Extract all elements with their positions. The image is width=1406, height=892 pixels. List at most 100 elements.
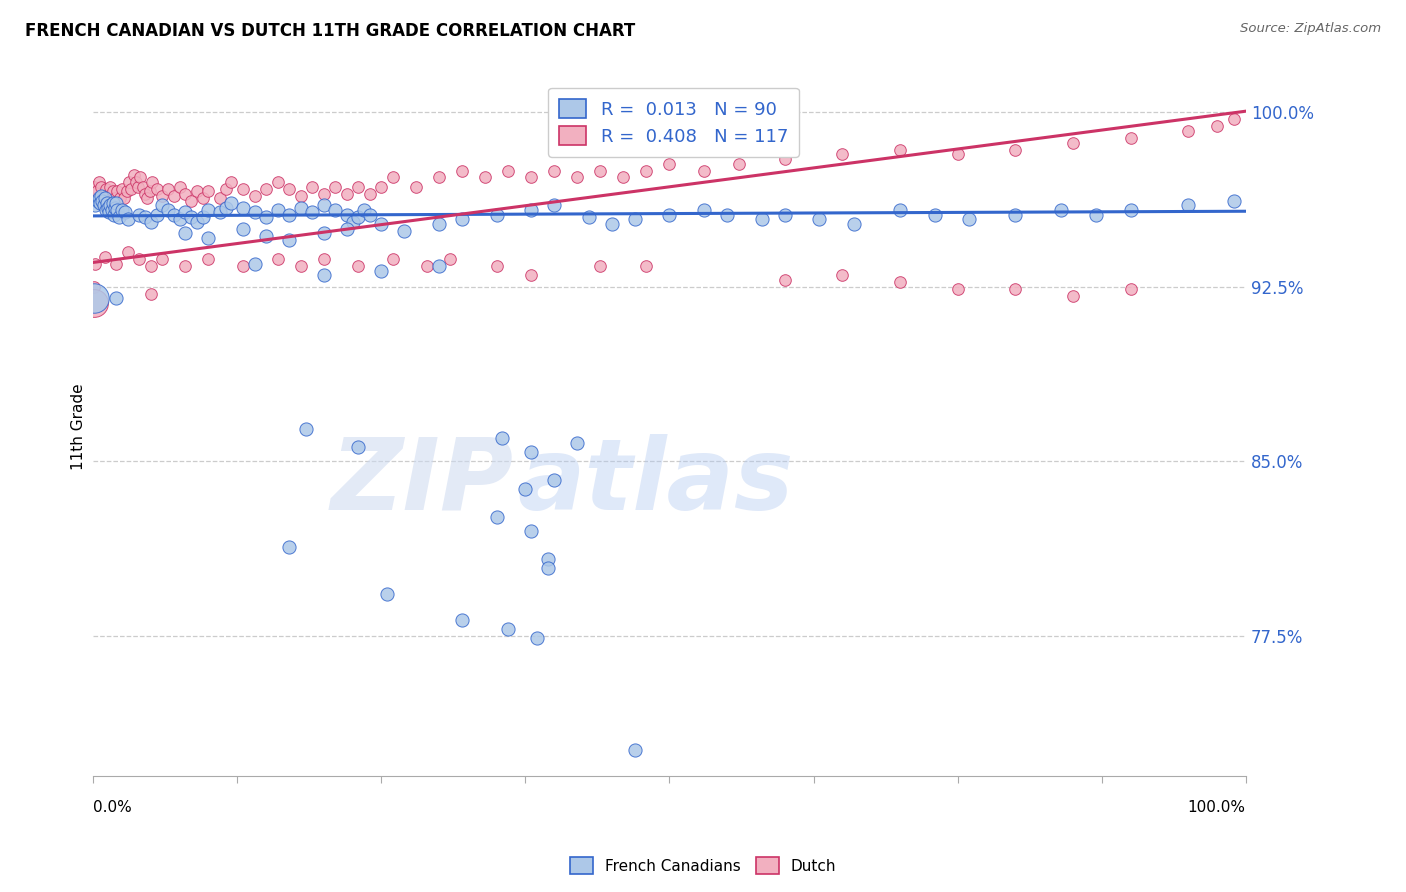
- Point: [86, 185, 108, 199]
- Point: [117, 212, 139, 227]
- Point: [141, 175, 163, 189]
- Point: [87, 191, 110, 205]
- Point: [658, 156, 681, 170]
- Y-axis label: 11th Grade: 11th Grade: [72, 384, 86, 470]
- Point: [243, 189, 266, 203]
- Point: [111, 203, 134, 218]
- Point: [254, 210, 277, 224]
- Point: [90, 179, 112, 194]
- Point: [624, 212, 647, 227]
- Point: [451, 613, 474, 627]
- Point: [1177, 124, 1199, 138]
- Point: [526, 632, 548, 646]
- Point: [520, 170, 543, 185]
- Point: [496, 622, 519, 636]
- Point: [543, 163, 565, 178]
- Point: [1177, 198, 1199, 212]
- Point: [100, 198, 122, 212]
- Text: 100.0%: 100.0%: [1188, 800, 1246, 815]
- Text: FRENCH CANADIAN VS DUTCH 11TH GRADE CORRELATION CHART: FRENCH CANADIAN VS DUTCH 11TH GRADE CORR…: [25, 22, 636, 40]
- Point: [103, 208, 125, 222]
- Point: [266, 203, 288, 218]
- Point: [139, 286, 162, 301]
- Point: [89, 196, 111, 211]
- Point: [405, 179, 427, 194]
- Point: [174, 259, 197, 273]
- Point: [254, 182, 277, 196]
- Point: [128, 208, 150, 222]
- Point: [347, 259, 370, 273]
- Point: [751, 212, 773, 227]
- Point: [370, 263, 392, 277]
- Point: [83, 280, 105, 294]
- Point: [427, 170, 450, 185]
- Point: [191, 210, 214, 224]
- Point: [589, 259, 612, 273]
- Point: [290, 189, 312, 203]
- Point: [197, 203, 219, 218]
- Point: [232, 221, 254, 235]
- Text: Source: ZipAtlas.com: Source: ZipAtlas.com: [1240, 22, 1381, 36]
- Point: [485, 208, 508, 222]
- Point: [520, 445, 543, 459]
- Point: [1223, 112, 1246, 127]
- Point: [127, 179, 149, 194]
- Point: [145, 208, 167, 222]
- Point: [1062, 289, 1084, 303]
- Point: [537, 561, 560, 575]
- Point: [150, 198, 173, 212]
- Point: [221, 175, 243, 189]
- Point: [117, 244, 139, 259]
- Point: [727, 156, 749, 170]
- Point: [347, 210, 370, 224]
- Point: [94, 182, 117, 196]
- Point: [1119, 131, 1142, 145]
- Point: [93, 191, 115, 205]
- Point: [451, 212, 474, 227]
- Point: [693, 203, 716, 218]
- Point: [394, 224, 416, 238]
- Point: [215, 182, 238, 196]
- Text: 0.0%: 0.0%: [93, 800, 132, 815]
- Point: [83, 179, 105, 194]
- Point: [105, 185, 128, 199]
- Point: [693, 163, 716, 178]
- Point: [150, 189, 173, 203]
- Point: [208, 191, 231, 205]
- Point: [427, 259, 450, 273]
- Point: [889, 203, 911, 218]
- Point: [359, 186, 381, 201]
- Point: [125, 175, 148, 189]
- Point: [215, 201, 238, 215]
- Point: [336, 186, 359, 201]
- Point: [515, 483, 537, 497]
- Point: [520, 203, 543, 218]
- Point: [150, 252, 173, 266]
- Point: [84, 198, 107, 212]
- Point: [90, 189, 112, 203]
- Point: [439, 252, 461, 266]
- Point: [831, 268, 853, 283]
- Point: [98, 205, 121, 219]
- Point: [208, 205, 231, 219]
- Point: [138, 185, 160, 199]
- Point: [118, 175, 141, 189]
- Point: [773, 152, 796, 166]
- Point: [301, 205, 323, 219]
- Point: [174, 227, 197, 241]
- Point: [312, 186, 335, 201]
- Point: [278, 182, 301, 196]
- Point: [83, 296, 105, 310]
- Point: [191, 191, 214, 205]
- Point: [107, 210, 129, 224]
- Point: [636, 163, 658, 178]
- Point: [567, 170, 589, 185]
- Point: [600, 217, 623, 231]
- Point: [266, 252, 288, 266]
- Point: [128, 252, 150, 266]
- Point: [163, 208, 186, 222]
- Point: [485, 259, 508, 273]
- Point: [243, 257, 266, 271]
- Point: [157, 182, 180, 196]
- Point: [120, 182, 142, 196]
